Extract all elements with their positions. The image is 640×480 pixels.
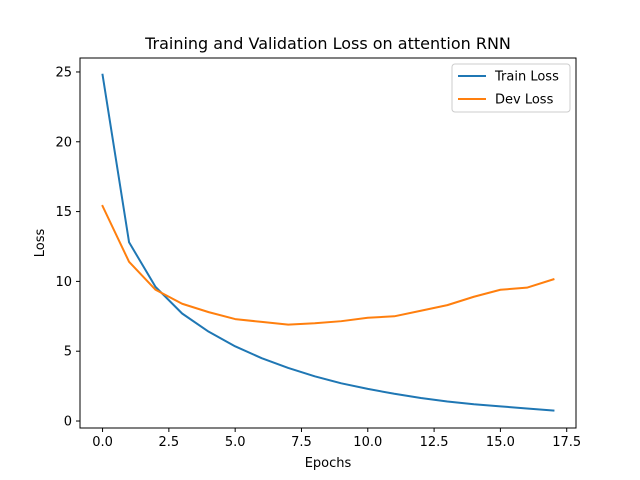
y-axis-label: Loss <box>33 229 48 258</box>
y-tick-label: 0 <box>64 415 72 430</box>
x-tick-label: 5.0 <box>225 435 246 450</box>
y-tick-label: 15 <box>55 205 72 220</box>
y-tick-label: 10 <box>55 275 72 290</box>
x-axis-ticks: 0.0 2.5 5.0 7.5 10.0 12.5 15.0 17.5 <box>92 428 581 450</box>
x-tick-label: 17.5 <box>552 435 581 450</box>
x-axis-label: Epochs <box>305 456 352 471</box>
legend-label-train-loss: Train Loss <box>494 70 559 85</box>
y-tick-label: 5 <box>64 345 72 360</box>
legend: Train Loss Dev Loss <box>451 63 571 113</box>
x-tick-label: 15.0 <box>486 435 515 450</box>
y-tick-label: 20 <box>55 135 72 150</box>
x-tick-label: 2.5 <box>159 435 180 450</box>
x-tick-label: 0.0 <box>92 435 113 450</box>
y-tick-label: 25 <box>55 65 72 80</box>
y-axis-ticks: 0 5 10 15 20 25 <box>55 65 80 430</box>
legend-label-dev-loss: Dev Loss <box>495 93 554 108</box>
x-tick-label: 12.5 <box>420 435 449 450</box>
axes-frame <box>79 57 577 429</box>
plot-area <box>79 57 577 429</box>
x-tick-label: 7.5 <box>291 435 312 450</box>
x-tick-label: 10.0 <box>353 435 382 450</box>
series-line-dev-loss <box>101 204 555 326</box>
series-line-train-loss <box>101 73 555 412</box>
chart-title: Training and Validation Loss on attentio… <box>144 34 511 53</box>
